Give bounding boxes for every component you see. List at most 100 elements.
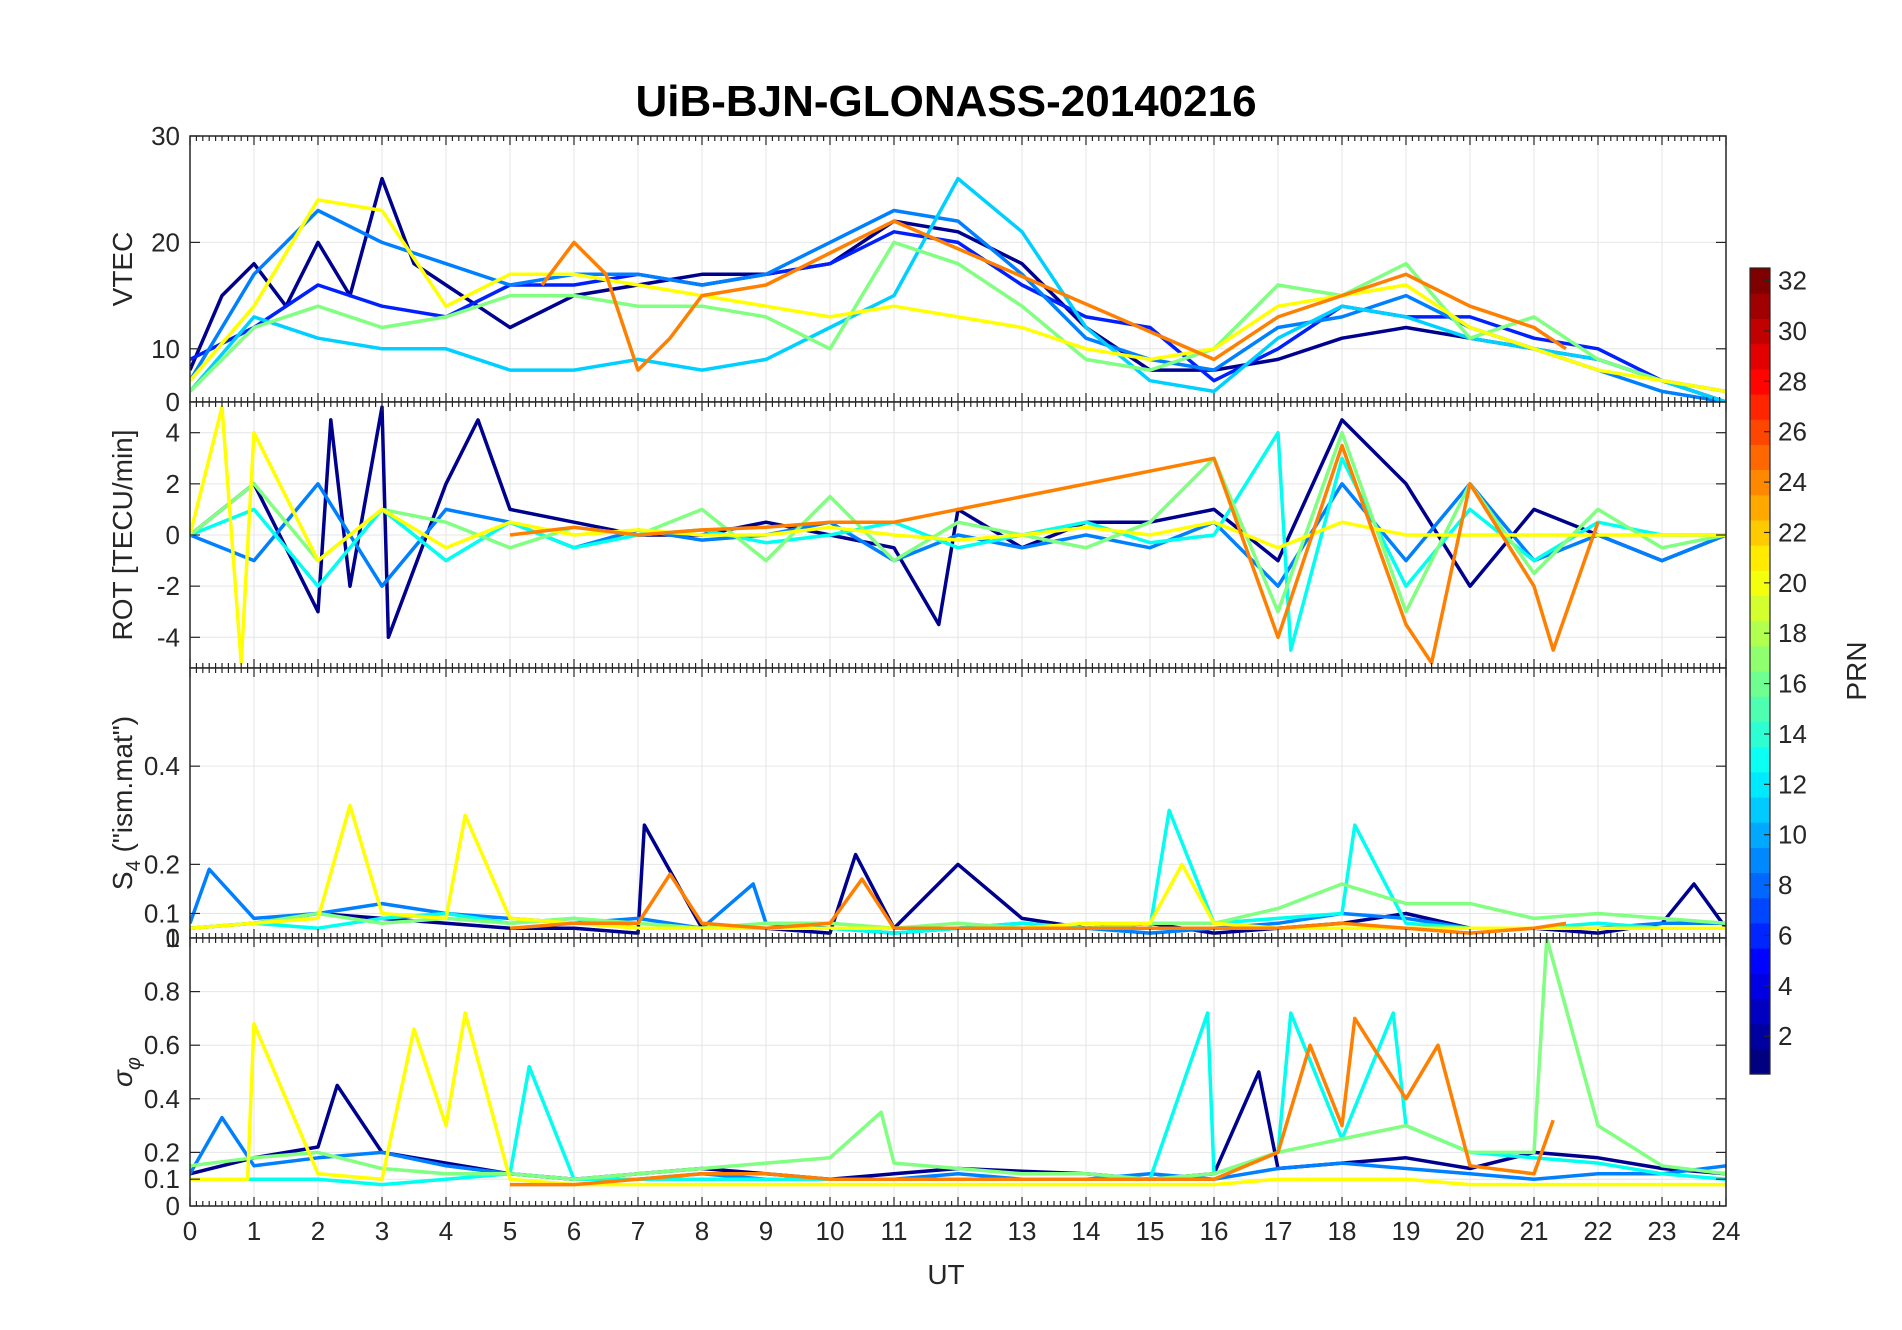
y-tick-label: 4	[166, 418, 180, 448]
colorbar-segment	[1750, 1048, 1770, 1075]
x-tick-label: 19	[1392, 1216, 1421, 1246]
colorbar-segment	[1750, 796, 1770, 823]
colorbar-tick-label: 10	[1778, 820, 1807, 850]
colorbar-segment	[1750, 620, 1770, 647]
colorbar-tick-label: 8	[1778, 870, 1792, 900]
colorbar-segment	[1750, 519, 1770, 546]
panel-sigma_phi-ylabel: σφ	[107, 1057, 145, 1087]
y-tick-label: 0.2	[144, 849, 180, 879]
y-tick-label: 0	[166, 520, 180, 550]
series-prn-17	[190, 240, 1726, 394]
x-tick-label: 0	[183, 1216, 197, 1246]
colorbar-segment	[1750, 897, 1770, 924]
colorbar-frame	[1749, 267, 1771, 1075]
colorbar-segment	[1750, 318, 1770, 345]
colorbar-segment	[1750, 293, 1770, 319]
y-tick-label: 0.4	[144, 1084, 180, 1114]
panel-vtec-ticks	[189, 135, 1727, 402]
x-tick-label: 12	[944, 1216, 973, 1246]
y-tick-label: 0.1	[144, 898, 180, 928]
colorbar-tick-label: 32	[1778, 266, 1807, 296]
colorbar-segment	[1750, 872, 1770, 899]
panel-rot-ticks	[189, 402, 1727, 668]
y-tick-label: 10	[151, 334, 180, 364]
colorbar-segment	[1750, 1023, 1770, 1050]
figure-title: UiB-BJN-GLONASS-20140216	[635, 77, 1256, 126]
series-prn-13	[190, 430, 1726, 652]
colorbar-tick-label: 16	[1778, 669, 1807, 699]
panel-s4: 0.1 0.2 0.4 0 S4 ("ism.mat")	[107, 667, 1727, 953]
x-tick-label: 4	[439, 1216, 453, 1246]
panel-s4-series	[190, 803, 1726, 935]
colorbar-segment	[1750, 545, 1770, 571]
colorbar-tick-label: 26	[1778, 417, 1807, 447]
colorbar-segment	[1750, 973, 1770, 1000]
y-tick-label-top: 1	[166, 923, 180, 953]
x-tick-label: 13	[1008, 1216, 1037, 1246]
colorbar-tick-label: 14	[1778, 719, 1807, 749]
x-tick-label: 8	[695, 1216, 709, 1246]
colorbar-tick-label: 12	[1778, 769, 1807, 799]
series-prn-19	[190, 405, 1726, 665]
x-tick-label: 22	[1584, 1216, 1613, 1246]
y-tick-label: 2	[166, 469, 180, 499]
y-tick-label: 0.8	[144, 977, 180, 1007]
x-tick-label: 5	[503, 1216, 517, 1246]
x-tick-label: 17	[1264, 1216, 1293, 1246]
x-tick-label: 16	[1200, 1216, 1229, 1246]
panel-s4-ticks	[189, 668, 1727, 938]
series-prn-24	[509, 872, 1567, 935]
y-tick-label: 20	[151, 227, 180, 257]
colorbar-tick-label: 24	[1778, 467, 1807, 497]
colorbar-tick-label: 22	[1778, 517, 1807, 547]
colorbar-segment	[1750, 393, 1770, 420]
x-tick-label: 3	[375, 1216, 389, 1246]
colorbar-segment	[1750, 948, 1770, 974]
colorbar-segment	[1750, 343, 1770, 370]
colorbar-tick-label: 18	[1778, 618, 1807, 648]
colorbar-tick-label: 30	[1778, 316, 1807, 346]
colorbar-segment	[1750, 444, 1770, 471]
colorbar-segment	[1750, 419, 1770, 445]
series-prn-24	[540, 219, 1567, 372]
x-tick-label: 11	[881, 1216, 908, 1246]
colorbar-segment	[1750, 595, 1770, 622]
series-prn-24	[509, 443, 1600, 665]
y-tick-label: 0.2	[144, 1137, 180, 1167]
y-tick-label: -4	[157, 622, 180, 652]
panel-sigma_phi-series	[190, 938, 1726, 1187]
x-tick-label: 15	[1136, 1216, 1165, 1246]
x-tick-label: 7	[631, 1216, 645, 1246]
y-tick-label: 0	[166, 1191, 180, 1221]
y-tick-label: 30	[151, 121, 180, 151]
x-tick-label: 24	[1712, 1216, 1741, 1246]
colorbar-segment	[1750, 469, 1770, 496]
panel-rot-ylabel: ROT [TECU/min]	[107, 429, 138, 640]
colorbar-segment	[1750, 671, 1770, 697]
x-tick-label: 21	[1520, 1216, 1549, 1246]
colorbar-tick-label: 28	[1778, 366, 1807, 396]
x-tick-label: 9	[759, 1216, 773, 1246]
colorbar-segment	[1750, 696, 1770, 722]
x-tick-label: 1	[247, 1216, 261, 1246]
panel-rot-series	[190, 405, 1726, 665]
panel-s4-ylabel: S4 ("ism.mat")	[107, 716, 145, 890]
y-tick-label: 0.1	[144, 1164, 180, 1194]
colorbar-segment	[1750, 771, 1770, 798]
colorbar-segment	[1750, 721, 1770, 748]
colorbar-segment	[1750, 645, 1770, 672]
colorbar-segment	[1750, 368, 1770, 395]
colorbar-segment	[1750, 847, 1770, 874]
panel-vtec-series	[190, 176, 1726, 402]
series-prn-20	[190, 198, 1726, 394]
series-prn-9	[190, 1115, 1726, 1181]
colorbar-tick-label: 2	[1778, 1021, 1792, 1051]
series-prn-24	[510, 1016, 1555, 1187]
panel-vtec: 10 20 30 VTEC	[107, 121, 1727, 403]
x-tick-label: 23	[1648, 1216, 1677, 1246]
panel-sigma_phi-ticks	[189, 938, 1727, 1207]
